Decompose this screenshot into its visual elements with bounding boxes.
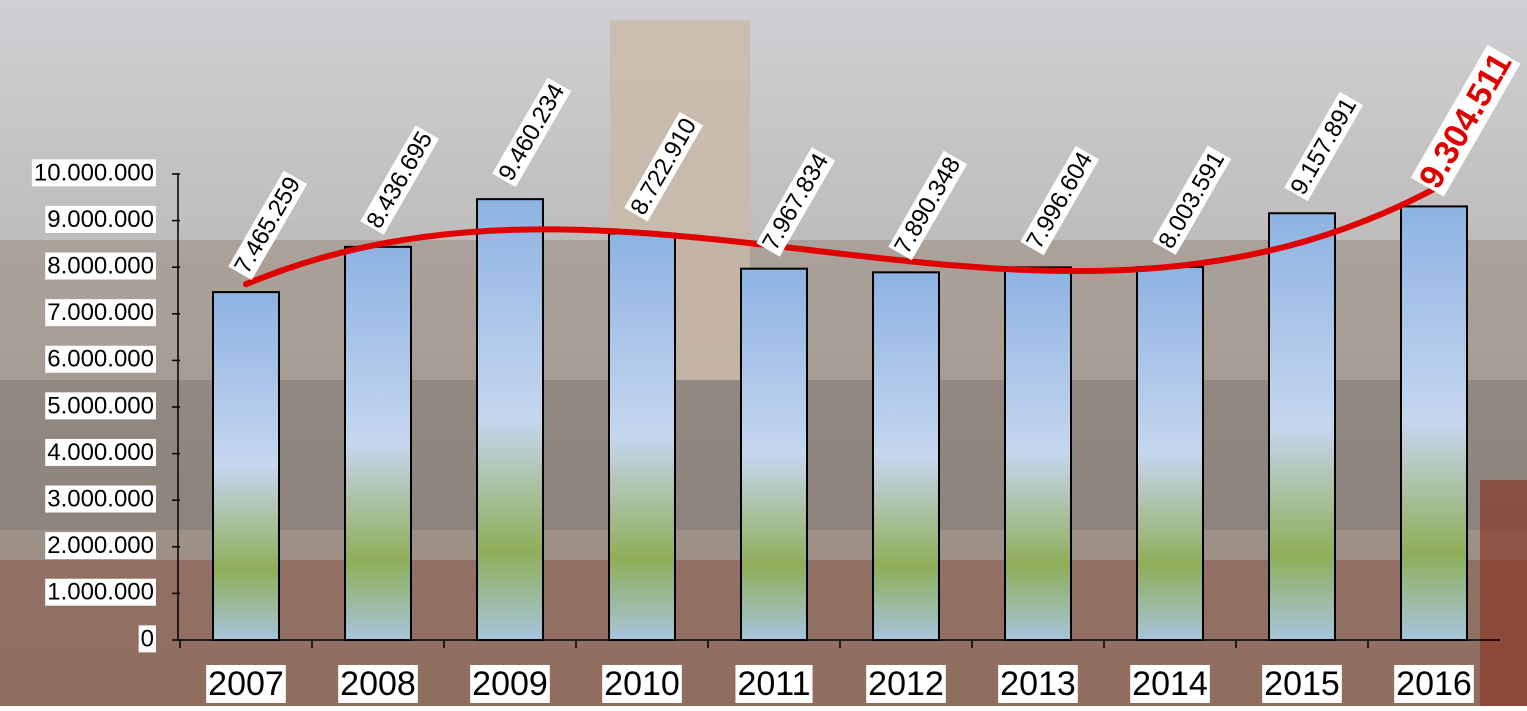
x-tick-label: 2014 [1132, 665, 1208, 703]
x-tick-label: 2008 [340, 665, 416, 703]
x-tick-label: 2015 [1264, 665, 1340, 703]
y-tick-label: 9.000.000 [47, 206, 154, 233]
y-tick-label: 8.000.000 [47, 253, 154, 280]
bar [213, 292, 279, 640]
bar [1137, 267, 1203, 640]
y-tick-label: 2.000.000 [47, 532, 154, 559]
bar [1269, 213, 1335, 640]
y-tick-label: 1.000.000 [47, 579, 154, 606]
x-tick-label: 2009 [472, 665, 548, 703]
bar [477, 199, 543, 640]
bar [1401, 206, 1467, 640]
bar [741, 269, 807, 640]
bar [345, 247, 411, 640]
y-tick-label: 7.000.000 [47, 299, 154, 326]
chart: 0 1.000.000 2.000.000 3.000.000 4.000.000 5.0… [0, 0, 1527, 706]
bar [609, 234, 675, 640]
y-tick-label: 5.000.000 [47, 392, 154, 419]
x-tick-label: 2013 [1000, 665, 1076, 703]
y-tick-label: 10.000.000 [34, 159, 154, 186]
y-tick-label: 6.000.000 [47, 346, 154, 373]
x-tick-label: 2010 [604, 665, 680, 703]
bar [1005, 267, 1071, 640]
bar [873, 272, 939, 640]
x-tick-label: 2016 [1396, 665, 1472, 703]
x-tick-label: 2012 [868, 665, 944, 703]
y-tick-label: 0 [141, 625, 154, 652]
y-tick-label: 3.000.000 [47, 486, 154, 513]
y-tick-label: 4.000.000 [47, 439, 154, 466]
x-tick-label: 2011 [737, 665, 810, 703]
x-tick-label: 2007 [208, 665, 284, 703]
